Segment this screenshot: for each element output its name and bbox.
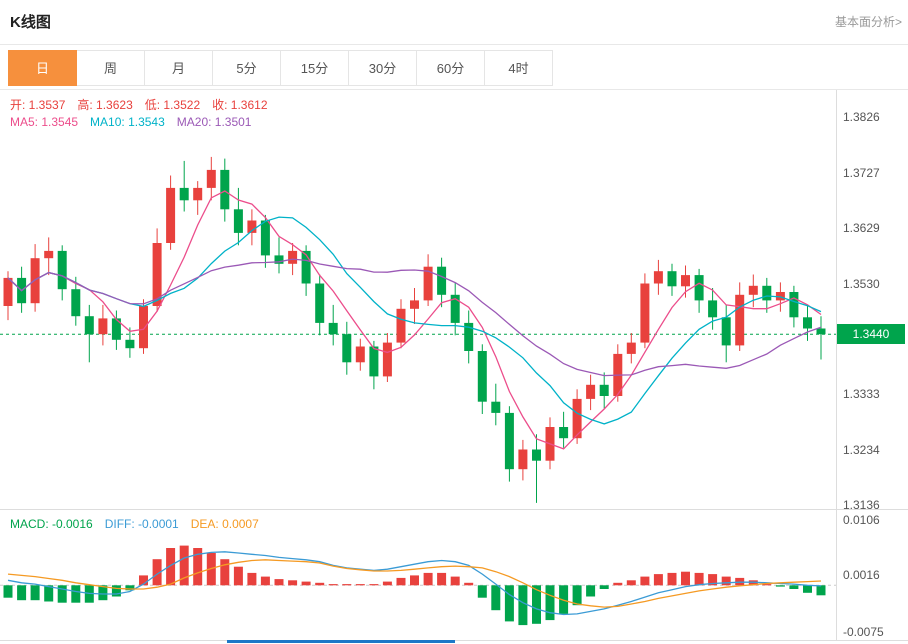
tab-60min[interactable]: 60分: [416, 50, 485, 86]
current-price-tag: 1.3440: [837, 324, 905, 345]
ma5-line: [7, 190, 822, 450]
diff-legend: DIFF: -0.0001: [104, 517, 179, 531]
macd-legend: MACD: -0.0016: [10, 517, 93, 531]
high-legend: 高: 1.3623: [77, 98, 133, 112]
ma20-line: [7, 258, 822, 377]
interval-tabbar: 日周月 5分 15分 30分 60分 4时: [8, 50, 553, 86]
ma10-line: [7, 216, 822, 425]
bottom-scrollbar-thumb[interactable]: [227, 640, 455, 643]
macd-axis: 0.0106 0.0016 -0.0075: [836, 512, 908, 640]
ma20-legend: MA20: 1.3501: [176, 115, 252, 129]
tab-month[interactable]: 月: [144, 50, 213, 86]
macd-axis-label: -0.0075: [843, 624, 884, 639]
dea-legend: DEA: 0.0007: [190, 517, 259, 531]
dea-line: [7, 559, 822, 608]
macd-axis-label: 0.0016: [843, 568, 880, 583]
tab-5min[interactable]: 5分: [212, 50, 281, 86]
tab-15min[interactable]: 15分: [280, 50, 349, 86]
tab-day[interactable]: 日: [8, 50, 77, 86]
chart-top-border: [0, 89, 908, 90]
header-divider: [0, 44, 908, 45]
low-legend: 低: 1.3522: [144, 98, 201, 112]
tab-week[interactable]: 周: [76, 50, 145, 86]
tab-4hour[interactable]: 4时: [484, 50, 553, 86]
price-axis: 1.3440 1.3826 1.3727 1.3629 1.3530 1.3333 1.3…: [836, 90, 908, 512]
candlestick-chart[interactable]: [0, 90, 836, 508]
fundamental-analysis-link[interactable]: 基本面分析>: [834, 15, 902, 29]
page-title: K线图: [10, 14, 51, 31]
price-axis-label: 1.3136: [843, 498, 880, 513]
ma10-legend: MA10: 1.3543: [90, 115, 165, 129]
panel-divider: [0, 509, 908, 510]
tab-30min[interactable]: 30分: [348, 50, 417, 86]
right-axis-border: [836, 90, 837, 640]
price-axis-label: 1.3727: [843, 165, 880, 180]
ma-legend-row: MA5: 1.3545 MA10: 1.3543 MA20: 1.3501: [10, 115, 263, 129]
open-legend: 开: 1.3537: [10, 98, 66, 112]
candles-layer: [3, 156, 826, 503]
price-axis-label: 1.3530: [843, 276, 880, 291]
price-axis-label: 1.3629: [843, 220, 880, 235]
macd-chart[interactable]: [0, 512, 836, 640]
macd-axis-label: 0.0106: [843, 512, 880, 527]
price-axis-label: 1.3234: [843, 443, 880, 458]
diff-line: [7, 551, 822, 616]
price-axis-label: 1.3333: [843, 387, 880, 402]
ohlc-legend-row: 开: 1.3537 高: 1.3623 低: 1.3522 收: 1.3612: [10, 96, 280, 113]
ma5-legend: MA5: 1.3545: [10, 115, 79, 129]
close-legend: 收: 1.3612: [212, 98, 268, 112]
price-axis-label: 1.3826: [843, 110, 880, 124]
macd-legend-row: MACD: -0.0016 DIFF: -0.0001 DEA: 0.0007: [10, 517, 271, 531]
